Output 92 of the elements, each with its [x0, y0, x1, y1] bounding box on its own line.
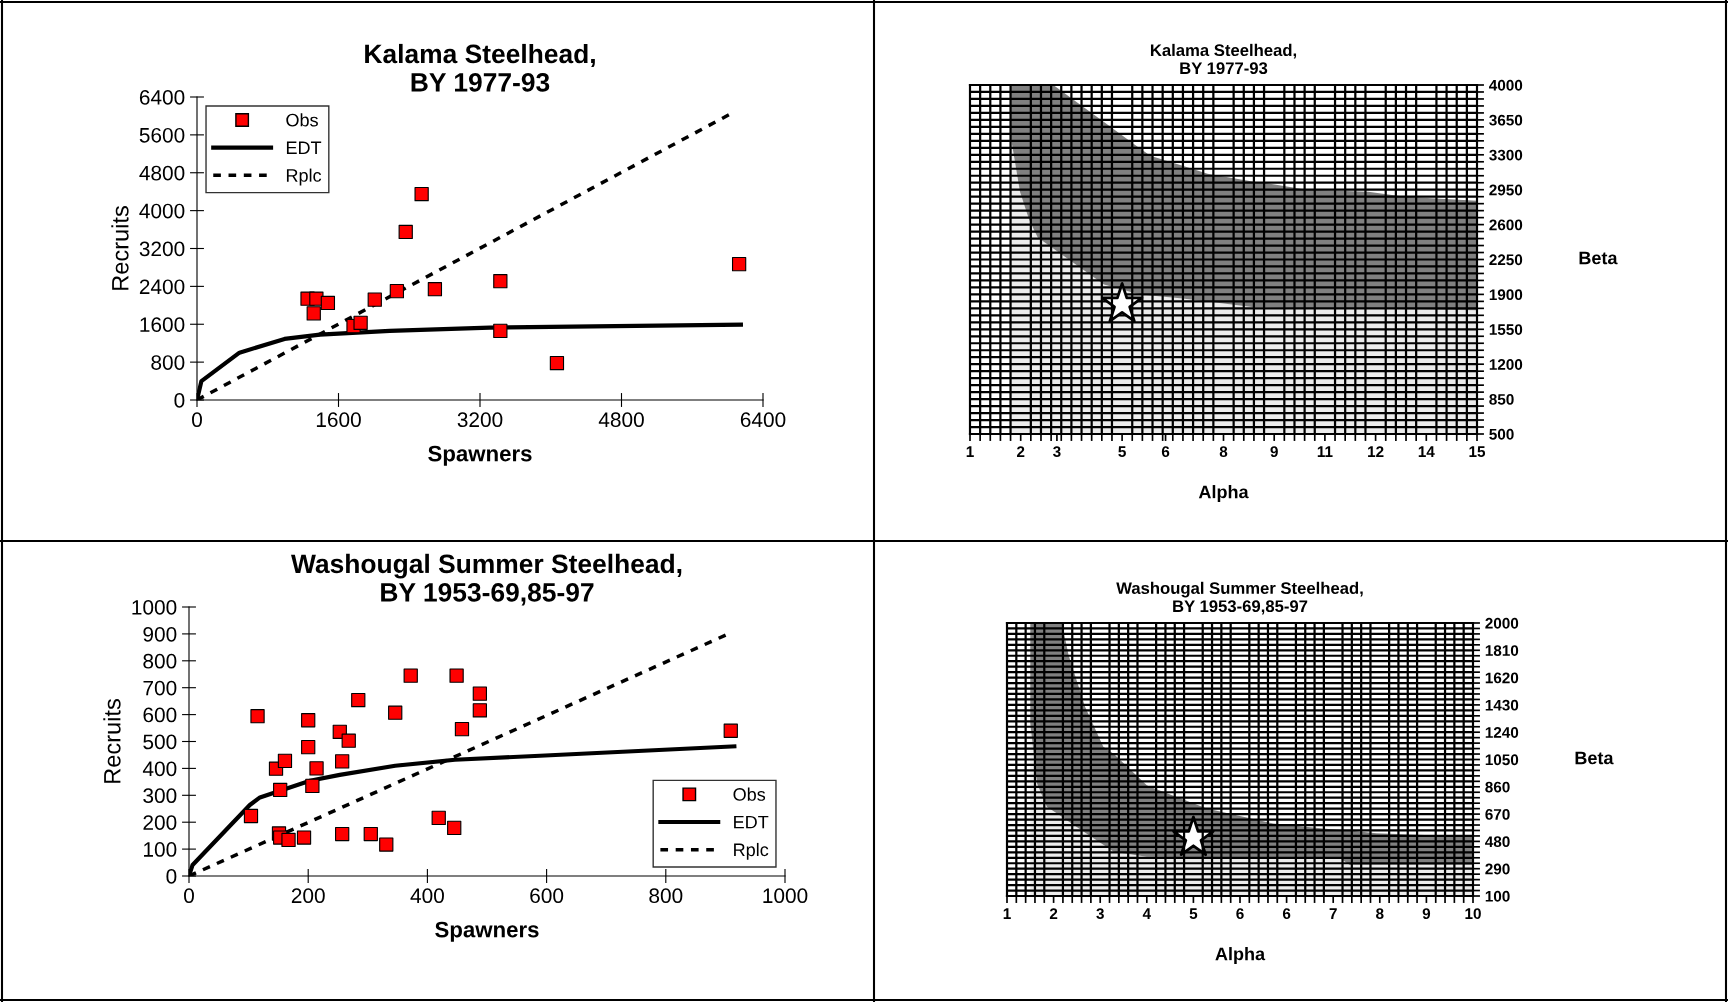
x-tick-label: 14: [1418, 446, 1435, 457]
y2-tick-label: 500: [1489, 428, 1514, 440]
legend-label: Obs: [733, 787, 766, 801]
x-tick-label: 1: [1003, 908, 1011, 919]
x-tick-label: 2: [1016, 446, 1025, 457]
x-tick-label: 5: [1118, 446, 1126, 458]
y2-tick-label: 480: [1485, 836, 1510, 848]
x-tick-label: 12: [1368, 446, 1384, 457]
x-tick-label: 1600: [316, 412, 361, 428]
x-tick-label: 7: [1329, 908, 1337, 919]
x-tick-label: 2: [1049, 908, 1058, 919]
y-tick-label: 600: [143, 707, 177, 723]
x-tick-label: 5: [1189, 908, 1198, 920]
y-tick-label: 4000: [139, 203, 185, 219]
x-tick-label: 1: [966, 446, 974, 457]
y2-tick-label: 2250: [1489, 254, 1523, 266]
x-axis-title: Spawners: [435, 921, 539, 942]
y-axis-title: Recruits: [103, 699, 121, 783]
y-tick-label: 300: [143, 788, 177, 804]
x-tick-label: 3: [1053, 446, 1061, 458]
chart-title: Kalama Steelhead, BY 1977-93: [1150, 43, 1297, 75]
y-tick-label: 800: [143, 653, 177, 669]
y-axis-title: Recruits: [111, 206, 129, 290]
y2-tick-label: 2000: [1485, 617, 1519, 629]
y-tick-label: 1600: [140, 317, 185, 332]
y2-tick-label: 1240: [1485, 727, 1519, 738]
y2-tick-label: 1200: [1489, 359, 1523, 370]
x-tick-label: 6: [1282, 908, 1291, 920]
y-tick-label: 100: [144, 842, 177, 857]
x-tick-label: 400: [410, 888, 444, 904]
y-tick-label: 0: [166, 869, 177, 884]
y2-axis-title: Beta: [1575, 751, 1614, 765]
y2-tick-label: 290: [1485, 863, 1510, 875]
y-tick-label: 5600: [139, 127, 185, 143]
y2-tick-label: 2600: [1489, 219, 1523, 231]
y2-tick-label: 1050: [1485, 754, 1519, 766]
legend-label: Obs: [286, 113, 318, 127]
y-tick-label: 2400: [139, 279, 185, 295]
legend-label: Rplc: [734, 842, 769, 860]
x-tick-label: 200: [291, 888, 325, 904]
x-tick-label: 600: [530, 888, 564, 904]
x-tick-label: 6: [1161, 446, 1170, 458]
y-tick-label: 500: [143, 734, 177, 750]
y2-tick-label: 1810: [1485, 645, 1519, 656]
x-tick-label: 10: [1465, 908, 1481, 920]
chart-title: Washougal Summer Steelhead, BY 1953-69,85-97: [291, 553, 682, 606]
x-tick-label: 8: [1219, 446, 1228, 458]
chart-title: Washougal Summer Steelhead, BY 1953-69,85-97: [1116, 581, 1363, 615]
y-tick-label: 200: [143, 815, 177, 830]
y2-tick-label: 670: [1485, 808, 1510, 820]
y2-tick-label: 1430: [1485, 699, 1519, 711]
x-axis-title: Alpha: [1198, 485, 1249, 502]
y2-tick-label: 850: [1489, 393, 1514, 405]
x-tick-label: 15: [1469, 446, 1486, 458]
x-tick-label: 800: [649, 888, 683, 904]
y2-tick-label: 100: [1485, 890, 1510, 902]
y2-tick-label: 2950: [1489, 184, 1523, 196]
y-tick-label: 3200: [139, 241, 185, 257]
y-tick-label: 6400: [139, 90, 185, 105]
x-tick-label: 4: [1142, 908, 1151, 919]
legend-label: EDT: [286, 141, 322, 154]
y2-tick-label: 1620: [1485, 672, 1519, 684]
x-tick-label: 0: [192, 412, 202, 428]
x-axis-title: Alpha: [1215, 947, 1266, 964]
x-tick-label: 9: [1422, 908, 1431, 920]
y-tick-label: 0: [174, 393, 185, 408]
y-tick-label: 900: [143, 626, 177, 642]
x-tick-label: 6400: [740, 412, 786, 428]
y2-tick-label: 1900: [1489, 289, 1523, 301]
y2-tick-label: 3300: [1489, 149, 1523, 161]
y2-tick-label: 4000: [1489, 79, 1523, 91]
x-tick-label: 3: [1096, 908, 1104, 920]
x-tick-label: 9: [1270, 446, 1278, 458]
y2-tick-label: 860: [1485, 781, 1510, 793]
y-tick-label: 4800: [139, 165, 185, 181]
y2-tick-label: 1550: [1489, 324, 1523, 335]
y-tick-label: 400: [142, 761, 177, 777]
x-axis-title: Spawners: [428, 445, 532, 466]
x-tick-label: 1000: [763, 888, 808, 904]
x-tick-label: 8: [1376, 908, 1384, 920]
x-tick-label: 6: [1236, 908, 1244, 920]
chart-title: Kalama Steelhead, BY 1977-93: [365, 43, 595, 92]
y-tick-label: 700: [143, 680, 177, 696]
y-tick-label: 1000: [132, 600, 177, 615]
x-tick-label: 3200: [457, 412, 503, 428]
y2-axis-title: Beta: [1579, 251, 1618, 265]
y2-tick-label: 3650: [1489, 114, 1523, 126]
legend-label: Rplc: [286, 168, 322, 186]
x-tick-label: 4800: [598, 412, 644, 428]
legend-label: EDT: [734, 815, 769, 829]
y-tick-label: 800: [151, 355, 185, 370]
x-tick-label: 11: [1317, 446, 1333, 457]
